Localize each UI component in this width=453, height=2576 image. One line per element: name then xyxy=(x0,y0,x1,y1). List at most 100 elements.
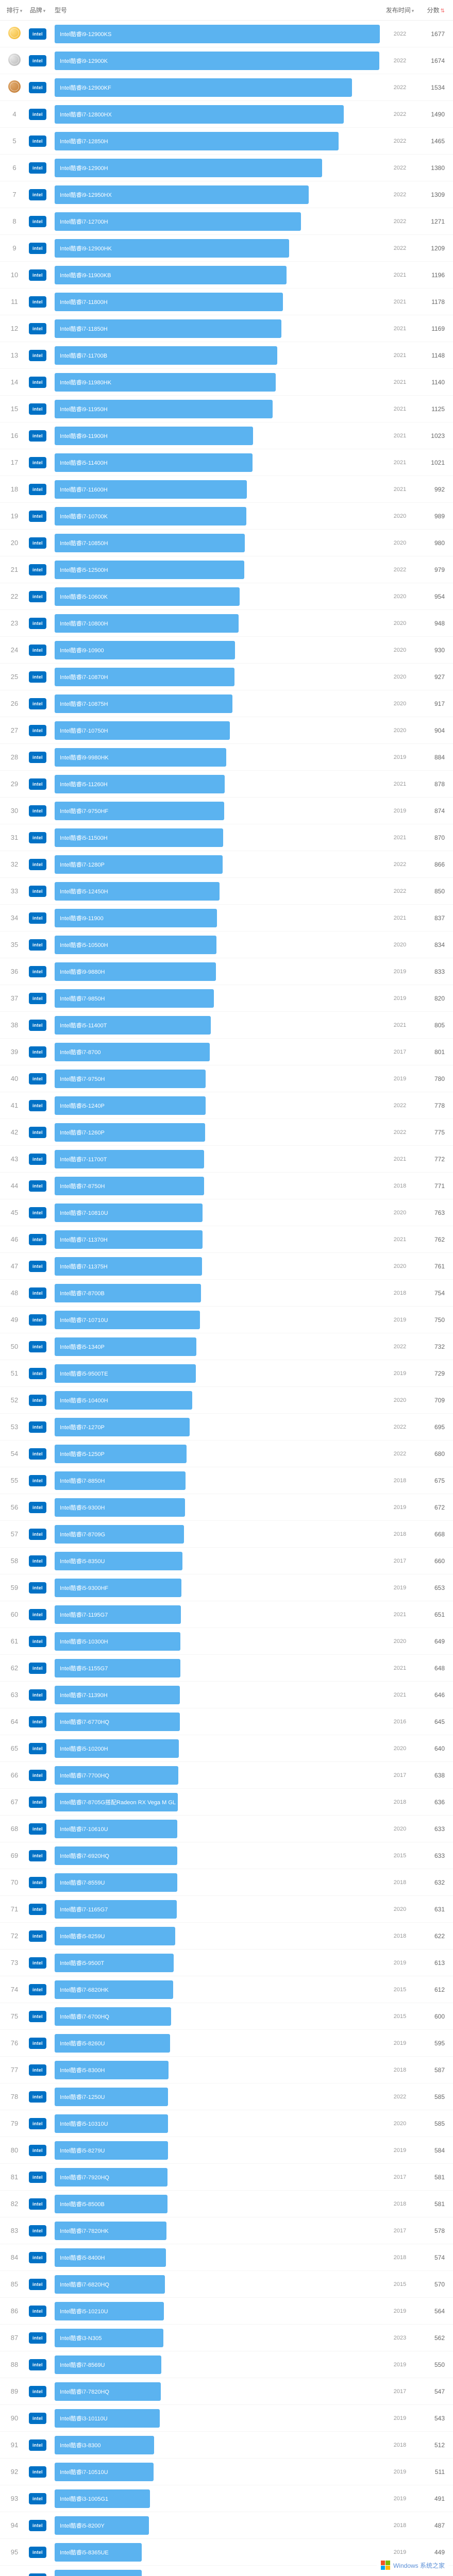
table-row[interactable]: 82intelIntel酷睿i5-8500B2018581 xyxy=(0,2191,453,2217)
table-row[interactable]: 59intelIntel酷睿i5-9300HF2019653 xyxy=(0,1574,453,1601)
score-cell: 771 xyxy=(418,1182,449,1190)
table-row[interactable]: 26intelIntel酷睿i7-10875H2020917 xyxy=(0,690,453,717)
table-row[interactable]: 58intelIntel酷睿i5-8350U2017660 xyxy=(0,1548,453,1574)
table-row[interactable]: 70intelIntel酷睿i7-8559U2018632 xyxy=(0,1869,453,1896)
table-row[interactable]: 90intelIntel酷睿i3-10110U2019543 xyxy=(0,2405,453,2432)
table-row[interactable]: 78intelIntel酷睿i7-1250U2022585 xyxy=(0,2083,453,2110)
table-row[interactable]: 69intelIntel酷睿i7-6920HQ2015633 xyxy=(0,1842,453,1869)
table-row[interactable]: 88intelIntel酷睿i7-8569U2019550 xyxy=(0,2351,453,2378)
table-row[interactable]: 60intelIntel酷睿i7-1195G72021651 xyxy=(0,1601,453,1628)
table-row[interactable]: 89intelIntel酷睿i7-7820HQ2017547 xyxy=(0,2378,453,2405)
table-row[interactable]: 92intelIntel酷睿i7-10510U2019511 xyxy=(0,2459,453,2485)
table-row[interactable]: 67intelIntel酷睿i7-8705G搭配Radeon RX Vega M… xyxy=(0,1789,453,1816)
table-row[interactable]: 84intelIntel酷睿i5-8400H2018574 xyxy=(0,2244,453,2271)
table-row[interactable]: 49intelIntel酷睿i7-10710U2019750 xyxy=(0,1307,453,1333)
chevron-down-icon[interactable]: ▾ xyxy=(412,8,414,13)
table-row[interactable]: 25intelIntel酷睿i7-10870H2020927 xyxy=(0,664,453,690)
table-row[interactable]: 36intelIntel酷睿i9-9880H2019833 xyxy=(0,958,453,985)
table-row[interactable]: 19intelIntel酷睿i7-10700K2020989 xyxy=(0,503,453,530)
table-row[interactable]: 68intelIntel酷睿i7-10610U2020633 xyxy=(0,1816,453,1842)
table-row[interactable]: 13intelIntel酷睿i7-11700B20211148 xyxy=(0,342,453,369)
table-row[interactable]: 29intelIntel酷睿i5-11260H2021878 xyxy=(0,771,453,798)
table-row[interactable]: 38intelIntel酷睿i5-11400T2021805 xyxy=(0,1012,453,1039)
table-row[interactable]: 10intelIntel酷睿i9-11900KB20211196 xyxy=(0,262,453,289)
table-row[interactable]: 41intelIntel酷睿i5-1240P2022778 xyxy=(0,1092,453,1119)
table-row[interactable]: 75intelIntel酷睿i7-6700HQ2015600 xyxy=(0,2003,453,2030)
table-row[interactable]: 83intelIntel酷睿i7-7820HK2017578 xyxy=(0,2217,453,2244)
table-row[interactable]: 7intelIntel酷睿i9-12950HX20221309 xyxy=(0,181,453,208)
table-row[interactable]: 40intelIntel酷睿i7-9750H2019780 xyxy=(0,1065,453,1092)
table-row[interactable]: 42intelIntel酷睿i7-1260P2022775 xyxy=(0,1119,453,1146)
chevron-down-icon[interactable]: ▾ xyxy=(20,8,23,13)
table-row[interactable]: 18intelIntel酷睿i7-11600H2021992 xyxy=(0,476,453,503)
score-cell: 1534 xyxy=(418,84,449,91)
table-row[interactable]: intelIntel酷睿i9-12900KS20221677 xyxy=(0,21,453,47)
table-row[interactable]: 93intelIntel酷睿i3-1005G12019491 xyxy=(0,2485,453,2512)
table-row[interactable]: 23intelIntel酷睿i7-10800H2020948 xyxy=(0,610,453,637)
table-row[interactable]: 27intelIntel酷睿i7-10750H2020904 xyxy=(0,717,453,744)
table-row[interactable]: 30intelIntel酷睿i7-9750HF2019874 xyxy=(0,798,453,824)
table-row[interactable]: 55intelIntel酷睿i7-8850H2018675 xyxy=(0,1467,453,1494)
table-row[interactable]: 17intelIntel酷睿i5-11400H20211021 xyxy=(0,449,453,476)
table-row[interactable]: 5intelIntel酷睿i7-12850H20221465 xyxy=(0,128,453,155)
table-row[interactable]: 94intelIntel酷睿i5-8200Y2018487 xyxy=(0,2512,453,2539)
table-row[interactable]: 48intelIntel酷睿i7-8700B2018754 xyxy=(0,1280,453,1307)
table-row[interactable]: 11intelIntel酷睿i7-11800H20211178 xyxy=(0,289,453,315)
table-row[interactable]: 12intelIntel酷睿i7-11850H20211169 xyxy=(0,315,453,342)
table-row[interactable]: 53intelIntel酷睿i7-1270P2022695 xyxy=(0,1414,453,1440)
table-row[interactable]: 71intelIntel酷睿i7-1165G72020631 xyxy=(0,1896,453,1923)
table-row[interactable]: 24intelIntel酷睿i9-109002020930 xyxy=(0,637,453,664)
table-row[interactable]: 54intelIntel酷睿i5-1250P2022680 xyxy=(0,1440,453,1467)
table-row[interactable]: 45intelIntel酷睿i7-10810U2020763 xyxy=(0,1199,453,1226)
table-row[interactable]: 86intelIntel酷睿i5-10210U2019564 xyxy=(0,2298,453,2325)
table-row[interactable]: 6intelIntel酷睿i9-12900H20221380 xyxy=(0,155,453,181)
table-row[interactable]: 47intelIntel酷睿i7-11375H2020761 xyxy=(0,1253,453,1280)
table-row[interactable]: 35intelIntel酷睿i5-10500H2020834 xyxy=(0,931,453,958)
table-row[interactable]: 81intelIntel酷睿i7-7920HQ2017581 xyxy=(0,2164,453,2191)
table-row[interactable]: 37intelIntel酷睿i7-9850H2019820 xyxy=(0,985,453,1012)
table-row[interactable]: 9intelIntel酷睿i9-12900HK20221209 xyxy=(0,235,453,262)
table-row[interactable]: 91intelIntel酷睿i3-83002018512 xyxy=(0,2432,453,2459)
table-row[interactable]: intelIntel酷睿i9-12900K20221674 xyxy=(0,47,453,74)
table-row[interactable]: 62intelIntel酷睿i5-1155G72021648 xyxy=(0,1655,453,1682)
table-row[interactable]: intelIntel酷睿i9-12900KF20221534 xyxy=(0,74,453,101)
table-row[interactable]: 73intelIntel酷睿i5-9500T2019613 xyxy=(0,1950,453,1976)
table-row[interactable]: 87intelIntel酷睿i3-N3052023562 xyxy=(0,2325,453,2351)
table-row[interactable]: 64intelIntel酷睿i7-6770HQ2016645 xyxy=(0,1708,453,1735)
chevron-down-icon[interactable]: ▾ xyxy=(43,8,46,13)
table-row[interactable]: 14intelIntel酷睿i9-11980HK20211140 xyxy=(0,369,453,396)
table-row[interactable]: 15intelIntel酷睿i9-11950H20211125 xyxy=(0,396,453,422)
table-row[interactable]: 56intelIntel酷睿i5-9300H2019672 xyxy=(0,1494,453,1521)
table-row[interactable]: 79intelIntel酷睿i5-10310U2020585 xyxy=(0,2110,453,2137)
table-row[interactable]: 65intelIntel酷睿i5-10200H2020640 xyxy=(0,1735,453,1762)
table-row[interactable]: 34intelIntel酷睿i9-119002021837 xyxy=(0,905,453,931)
table-row[interactable]: 52intelIntel酷睿i5-10400H2020709 xyxy=(0,1387,453,1414)
table-row[interactable]: 80intelIntel酷睿i5-8279U2019584 xyxy=(0,2137,453,2164)
table-row[interactable]: 22intelIntel酷睿i5-10600K2020954 xyxy=(0,583,453,610)
table-row[interactable]: 51intelIntel酷睿i5-9500TE2019729 xyxy=(0,1360,453,1387)
table-row[interactable]: 61intelIntel酷睿i5-10300H2020649 xyxy=(0,1628,453,1655)
table-row[interactable]: 20intelIntel酷睿i7-10850H2020980 xyxy=(0,530,453,556)
table-row[interactable]: 57intelIntel酷睿i7-8709G2018668 xyxy=(0,1521,453,1548)
table-row[interactable]: 72intelIntel酷睿i5-8259U2018622 xyxy=(0,1923,453,1950)
table-row[interactable]: 21intelIntel酷睿i5-12500H2022979 xyxy=(0,556,453,583)
table-row[interactable]: 66intelIntel酷睿i7-7700HQ2017638 xyxy=(0,1762,453,1789)
table-row[interactable]: 32intelIntel酷睿i7-1280P2022866 xyxy=(0,851,453,878)
table-row[interactable]: 43intelIntel酷睿i7-11700T2021772 xyxy=(0,1146,453,1173)
table-row[interactable]: 4intelIntel酷睿i7-12800HX20221490 xyxy=(0,101,453,128)
table-row[interactable]: 46intelIntel酷睿i7-11370H2021762 xyxy=(0,1226,453,1253)
table-row[interactable]: 63intelIntel酷睿i7-11390H2021646 xyxy=(0,1682,453,1708)
table-row[interactable]: 8intelIntel酷睿i7-12700H20221271 xyxy=(0,208,453,235)
table-row[interactable]: 77intelIntel酷睿i5-8300H2018587 xyxy=(0,2057,453,2083)
table-row[interactable]: 85intelIntel酷睿i7-6820HQ2015570 xyxy=(0,2271,453,2298)
table-row[interactable]: 16intelIntel酷睿i9-11900H20211023 xyxy=(0,422,453,449)
table-row[interactable]: 76intelIntel酷睿i5-8260U2019595 xyxy=(0,2030,453,2057)
sort-desc-icon[interactable]: ⇅ xyxy=(441,8,445,14)
table-row[interactable]: 74intelIntel酷睿i7-6820HK2015612 xyxy=(0,1976,453,2003)
table-row[interactable]: 50intelIntel酷睿i5-1340P2022732 xyxy=(0,1333,453,1360)
table-row[interactable]: 31intelIntel酷睿i5-11500H2021870 xyxy=(0,824,453,851)
table-row[interactable]: 33intelIntel酷睿i5-12450H2022850 xyxy=(0,878,453,905)
table-row[interactable]: 39intelIntel酷睿i7-87002017801 xyxy=(0,1039,453,1065)
table-row[interactable]: 44intelIntel酷睿i7-8750H2018771 xyxy=(0,1173,453,1199)
table-row[interactable]: 28intelIntel酷睿i9-9980HK2019884 xyxy=(0,744,453,771)
